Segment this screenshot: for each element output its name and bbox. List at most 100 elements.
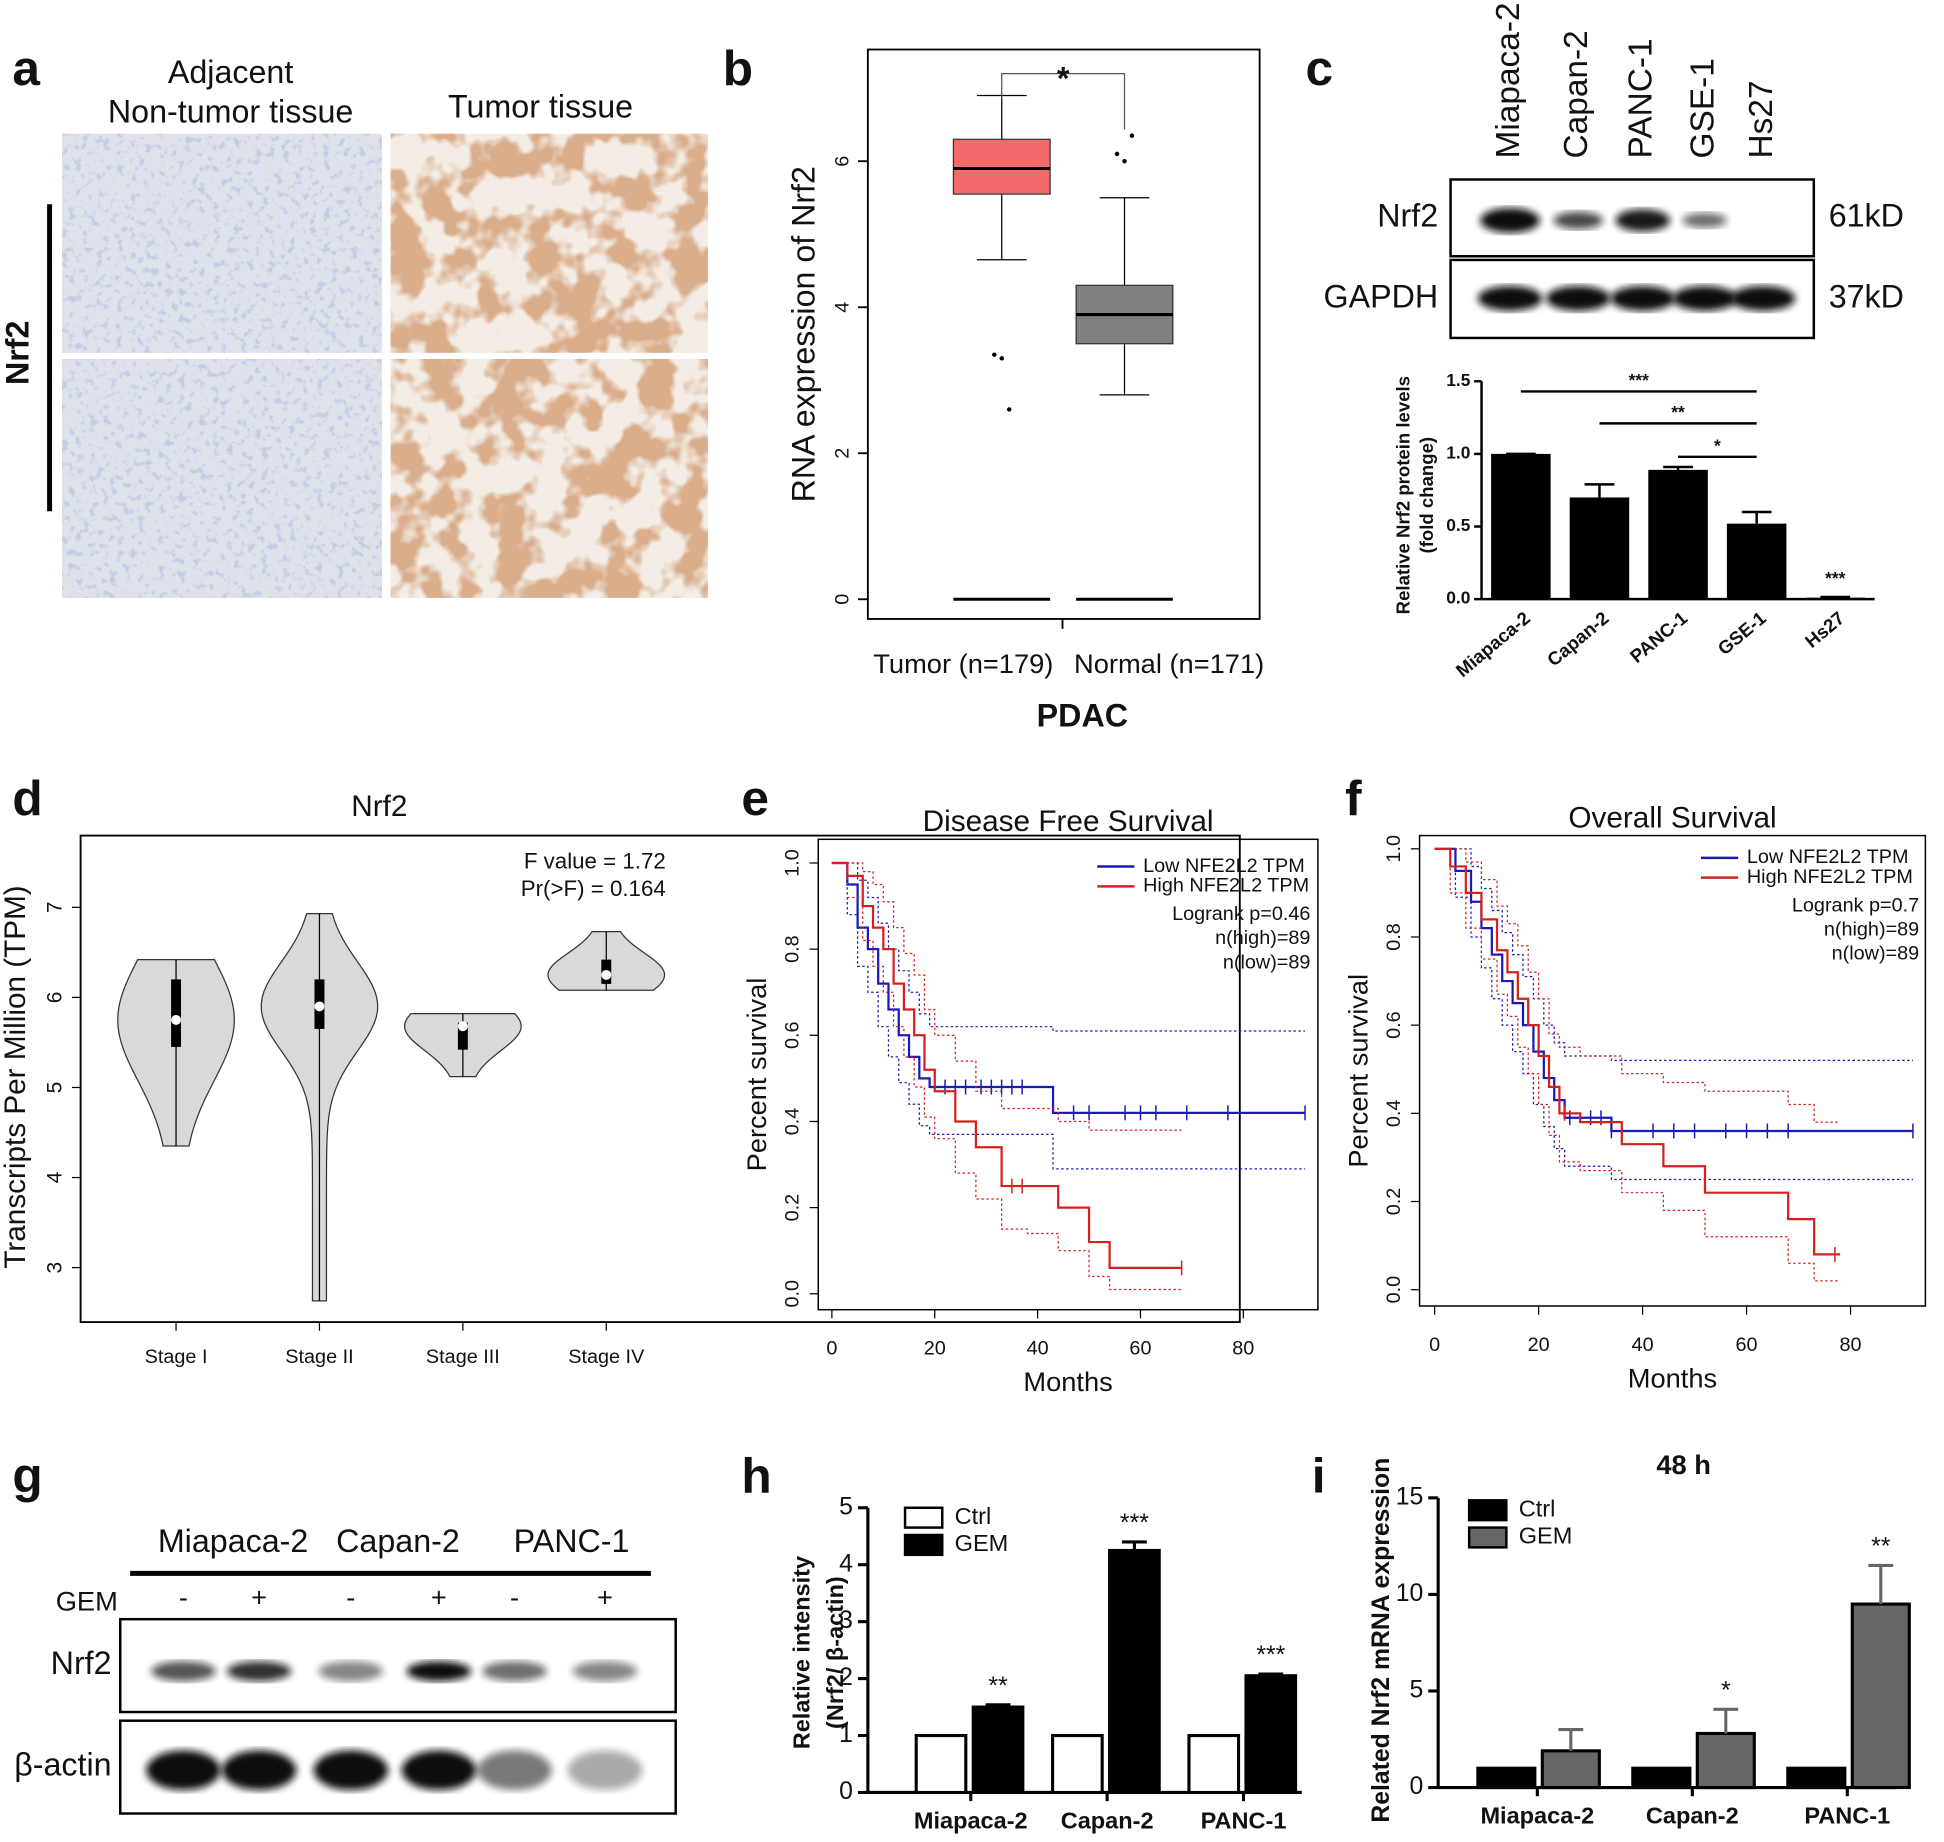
legend-swatch <box>903 1506 944 1529</box>
x-tick-label: Stage III <box>426 1346 500 1368</box>
blot-band <box>146 1750 221 1791</box>
plot-frame <box>817 838 1319 1311</box>
significance-label: ** <box>988 1673 1008 1700</box>
plot-frame <box>866 48 1261 620</box>
significance-label: ** <box>1871 1534 1891 1561</box>
outlier <box>1129 133 1135 138</box>
blot-band <box>151 1661 216 1682</box>
x-tick-label: 40 <box>1632 1334 1654 1356</box>
x-axis-title: Months <box>1628 1362 1717 1393</box>
outlier <box>1114 151 1120 157</box>
significance-label: * <box>1721 1678 1731 1705</box>
bar <box>1648 469 1708 600</box>
annotation: n(high)=89 <box>1824 919 1919 941</box>
bar <box>1726 523 1787 600</box>
significance-label: ** <box>1671 402 1685 422</box>
blot-band <box>572 1661 638 1682</box>
x-tick-label: Capan-2 <box>1543 607 1613 670</box>
treatment-sign: - <box>510 1582 519 1613</box>
blot-band <box>1682 212 1728 228</box>
x-tick-label: 0 <box>826 1338 837 1360</box>
annotation: n(low)=89 <box>1832 943 1920 965</box>
significance-label: *** <box>1256 1642 1285 1669</box>
lane-group-label: PANC-1 <box>514 1523 630 1559</box>
y-axis-title: (Nrf2/ β-actin) <box>822 1576 848 1729</box>
x-tick-label: PANC-1 <box>1804 1802 1890 1828</box>
significance-label: *** <box>1120 1510 1149 1537</box>
legend-label: Ctrl <box>955 1503 992 1529</box>
panel-letter: h <box>741 1447 771 1503</box>
error-bar <box>985 1703 1011 1708</box>
bar <box>1187 1733 1241 1795</box>
x-tick-label: Hs27 <box>1801 607 1849 652</box>
y-axis-title: Relative intensity <box>789 1556 815 1749</box>
chart-title: Nrf2 <box>351 790 407 823</box>
x-tick-label: Normal (n=171) <box>1074 648 1264 679</box>
y-tick-label: 0.4 <box>1383 1100 1405 1128</box>
x-tick-label: Miapaca-2 <box>914 1807 1028 1833</box>
y-tick-label: 1.0 <box>782 849 804 877</box>
confidence-band <box>1434 848 1913 1062</box>
blot-band <box>1672 285 1737 311</box>
y-tick-label: 0.8 <box>1383 923 1405 951</box>
y-tick-label: 2 <box>839 1664 853 1691</box>
violin-median <box>457 1021 468 1032</box>
outlier <box>1006 407 1012 412</box>
blot-row-label: GAPDH <box>1324 278 1439 314</box>
error-bar <box>1820 595 1851 599</box>
y-tick-label: 4 <box>831 302 853 313</box>
plot-frame <box>1418 834 1927 1307</box>
annotation: Logrank p=0.7 <box>1792 894 1919 916</box>
y-tick-label: 0.0 <box>1446 588 1470 608</box>
lane-label: Capan-2 <box>1558 30 1595 158</box>
blot-size-label: 61kD <box>1829 197 1904 233</box>
y-tick-label: 0 <box>839 1778 853 1805</box>
confidence-band <box>831 862 1182 1291</box>
confidence-band <box>1434 848 1841 1123</box>
error-bar <box>1741 510 1772 524</box>
x-tick-label: Capan-2 <box>1061 1807 1154 1833</box>
y-tick-label: 0.0 <box>1383 1276 1405 1304</box>
blot-band <box>226 1661 292 1682</box>
blot-band <box>477 1750 552 1791</box>
bar <box>1631 1766 1692 1790</box>
treatment-sign: - <box>179 1582 188 1613</box>
x-tick-label: 80 <box>1840 1334 1862 1356</box>
tissue-texture <box>61 133 382 353</box>
outlier <box>992 352 997 357</box>
lane-label: GSE-1 <box>1685 58 1722 158</box>
x-tick-label: PANC-1 <box>1626 607 1691 667</box>
annotation: F value = 1.72 <box>524 849 666 874</box>
blot-row-label: Nrf2 <box>1377 197 1438 233</box>
lane-label: PANC-1 <box>1623 38 1660 158</box>
blot-row-label: β-actin <box>14 1747 111 1783</box>
violin-box <box>457 1022 468 1050</box>
blot-band <box>1480 207 1540 233</box>
tissue-texture <box>390 358 708 598</box>
blot-band <box>567 1750 643 1791</box>
y-tick-label: 0.4 <box>782 1108 804 1136</box>
y-tick-label: 1.5 <box>1446 370 1470 390</box>
blot-band <box>1553 211 1604 230</box>
violin-median <box>314 1001 325 1012</box>
legend-swatch <box>903 1533 944 1557</box>
y-tick-label: 1.0 <box>1446 442 1470 462</box>
annotation: Pr(>F) = 0.164 <box>521 876 666 901</box>
panel-letter: i <box>1312 1447 1326 1503</box>
blot-band <box>1610 285 1675 311</box>
y-axis-title: Transcripts Per Million (TPM) <box>0 885 32 1268</box>
treatment-sign: + <box>431 1582 447 1613</box>
significance-label: *** <box>1825 568 1846 588</box>
x-tick-label: Stage IV <box>568 1346 645 1368</box>
x-tick-label: 20 <box>1528 1334 1550 1356</box>
x-tick-label: PANC-1 <box>1201 1807 1287 1833</box>
y-tick-label: 0 <box>1409 1773 1423 1800</box>
blot-band <box>482 1661 547 1682</box>
chart-title: 48 h <box>1656 1449 1711 1480</box>
panel-letter: c <box>1306 40 1334 96</box>
tissue-texture <box>61 358 382 598</box>
y-tick-label: 0.5 <box>1446 515 1470 535</box>
blot-band <box>1615 209 1671 232</box>
